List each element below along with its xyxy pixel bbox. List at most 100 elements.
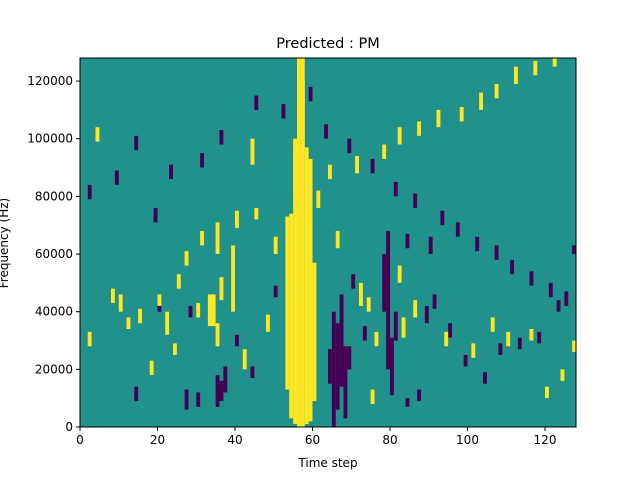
y-tick-label: 20000 [35, 362, 73, 376]
heatmap-cell-high [300, 58, 305, 427]
heatmap-cell-high [176, 274, 181, 289]
heatmap-cell-high [374, 331, 379, 347]
x-tick-label: 60 [305, 433, 320, 447]
heatmap-cell-high [196, 303, 201, 318]
heatmap-cell-high [138, 308, 142, 324]
heatmap-cell-low [114, 170, 119, 185]
axes-group: 0 20 40 60 80 100 120 0 20000 40000 60000 80000 1000… [27, 57, 577, 447]
y-tick-label: 40000 [35, 305, 73, 319]
heatmap-cell-low [494, 245, 499, 260]
heatmap-cell-high [200, 230, 204, 246]
x-tick-label: 0 [76, 433, 84, 447]
plot-area [80, 58, 576, 427]
heatmap-cell-high [118, 294, 123, 312]
heatmap-cell-low [347, 346, 352, 370]
heatmap-cell-high [126, 317, 131, 329]
heatmap-cell-low [153, 207, 158, 223]
heatmap-cell-low [324, 124, 328, 139]
heatmap-cell-high [111, 288, 115, 304]
heatmap-cell-high [312, 262, 317, 402]
heatmap-cell-low [405, 398, 410, 407]
heatmap-cell-high [444, 331, 449, 347]
heatmap-cell-high [250, 138, 255, 165]
heatmap-cell-high [273, 236, 278, 255]
x-tick-label: 40 [227, 433, 242, 447]
heatmap-cell-high [417, 121, 421, 136]
heatmap-cell-high [335, 230, 340, 249]
heatmap-cell-high [219, 277, 224, 301]
heatmap-cell-low [475, 236, 480, 252]
heatmap-cell-high [87, 331, 92, 347]
heatmap-cell-high [545, 386, 549, 399]
heatmap-cell-low [308, 86, 313, 102]
heatmap-cell-high [316, 190, 321, 208]
heatmap-cell-low [382, 254, 387, 312]
heatmap-cell-low [134, 386, 139, 402]
heatmap-cell-low [196, 392, 201, 407]
heatmap-cell-high [355, 156, 359, 174]
heatmap-cell-high [471, 343, 476, 358]
heatmap-cell-high [184, 251, 189, 266]
heatmap-cell-high [382, 144, 387, 159]
heatmap-cell-low [428, 236, 433, 255]
heatmap-cell-low [331, 311, 336, 427]
heatmap-cell-high [552, 58, 557, 67]
heatmap-cell-high [266, 314, 270, 332]
chart-title: Predicted : PM [276, 36, 379, 52]
heatmap-cell-low [339, 294, 344, 387]
y-axis-label: Frequency (Hz) [0, 198, 11, 289]
heatmap-cell-low [169, 164, 173, 180]
heatmap-cell-low [328, 349, 332, 384]
heatmap-cell-low [432, 294, 437, 309]
heatmap-cell-high [304, 147, 309, 425]
x-tick-label: 120 [534, 433, 557, 447]
heatmap-cell-low [362, 326, 367, 341]
heatmap-cell-high [397, 265, 402, 283]
heatmap-cell-low [335, 323, 340, 410]
x-tick-label: 100 [456, 433, 479, 447]
heatmap-cell-high [215, 323, 220, 347]
heatmap-cell-low [517, 337, 522, 350]
heatmap-cell-high [289, 213, 294, 419]
heatmap-cell-low [184, 389, 189, 410]
heatmap-cell-high [436, 109, 441, 128]
heatmap-cell-high [285, 216, 290, 390]
heatmap-cell-high [231, 245, 235, 312]
heatmap-cell-low [529, 271, 534, 286]
heatmap-cell-low [273, 285, 278, 298]
heatmap-cell-low [343, 346, 348, 419]
heatmap-cell-low [347, 138, 352, 154]
heatmap-cell-high [529, 328, 534, 341]
y-tick-label: 60000 [35, 247, 73, 261]
x-tick-label: 20 [150, 433, 165, 447]
heatmap-cell-low [405, 233, 410, 249]
heatmap-cell-low [87, 184, 92, 200]
heatmap-cell-high [235, 210, 239, 229]
heatmap-cell-high [293, 147, 297, 425]
heatmap-cell-low [424, 305, 429, 324]
heatmap-cell-low [250, 366, 255, 378]
heatmap-cell-low [393, 311, 398, 341]
heatmap-cell-high [370, 389, 375, 404]
heatmap-cell-high [494, 83, 499, 99]
heatmap-cell-low [510, 259, 514, 275]
heatmap-cell-low [188, 305, 193, 318]
heatmap-cell-low [572, 245, 576, 255]
heatmap-cell-low [219, 380, 224, 402]
heatmap-cell-high [413, 300, 418, 318]
heatmap-cell-low [455, 222, 460, 237]
heatmap-cell-high [506, 331, 511, 347]
heatmap-cell-high [328, 164, 332, 180]
x-axis-label: Time step [297, 456, 357, 470]
heatmap-cell-high [165, 311, 170, 335]
heatmap-cell-high [533, 60, 538, 76]
heatmap-cell-high [95, 127, 100, 142]
heatmap-cell-high [490, 317, 495, 332]
heatmap-cell-high [459, 107, 464, 122]
heatmap-cell-low [548, 282, 553, 298]
heatmap-cell-high [207, 294, 216, 327]
heatmap-cell-low [413, 193, 418, 208]
heatmap-cell-low [235, 334, 239, 347]
